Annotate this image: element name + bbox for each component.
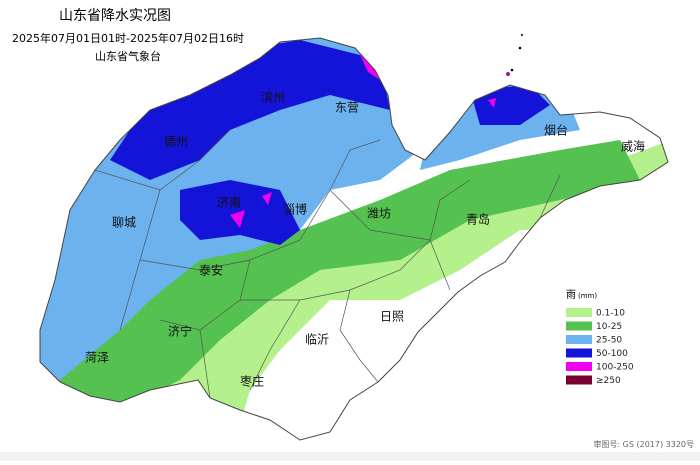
legend-swatch	[566, 321, 592, 331]
footer-bar	[0, 452, 700, 461]
zone	[360, 55, 380, 80]
zone	[40, 140, 640, 410]
city-label: 德州	[164, 134, 188, 149]
legend-swatch	[566, 375, 592, 385]
legend-label: 50-100	[596, 349, 628, 359]
city-labels: 德州 滨州 东营 烟台 威海 聊城 济南 淄博 潍坊 青岛 泰安 济宁 临沂 日…	[85, 90, 645, 389]
city-label: 淄博	[283, 202, 307, 217]
legend-label: ≥250	[596, 376, 621, 386]
legend: 雨 (mm) 0.1-10 10-25 25-50 50-100 100-250 ≥250	[566, 290, 634, 386]
city-label: 日照	[380, 310, 404, 324]
city-label: 泰安	[199, 263, 223, 278]
city-label: 威海	[621, 139, 645, 154]
legend-unit: (mm)	[578, 292, 597, 300]
legend-label: 25-50	[596, 336, 622, 346]
legend-label: 10-25	[596, 322, 622, 332]
title: 山东省降水实况图	[59, 8, 171, 24]
approval-number: 审图号: GS (2017) 3320号	[593, 439, 694, 449]
city-label: 济宁	[168, 324, 192, 339]
legend-swatch	[566, 308, 592, 317]
city-label: 烟台	[544, 123, 568, 138]
legend-label: 100-250	[596, 363, 634, 373]
subtitle: 2025年07月01日01时-2025年07月02日16时	[12, 31, 244, 45]
city-label: 东营	[335, 101, 359, 115]
legend-swatch	[566, 335, 592, 344]
legend-label: 0.1-10	[596, 309, 625, 319]
city-label: 滨州	[261, 90, 285, 105]
city-label: 青岛	[466, 212, 490, 227]
city-label: 枣庄	[240, 374, 264, 389]
city-label: 菏泽	[85, 351, 109, 365]
city-label: 临沂	[305, 333, 329, 347]
organization: 山东省气象台	[95, 49, 161, 63]
islands	[506, 34, 523, 76]
boundaries	[39, 37, 669, 441]
legend-swatch	[566, 362, 592, 371]
city-label: 济南	[217, 195, 241, 210]
legend-title: 雨	[566, 290, 576, 301]
city-label: 聊城	[112, 216, 136, 230]
city-label: 潍坊	[367, 206, 391, 221]
legend-swatch	[566, 348, 592, 358]
zone	[470, 85, 550, 125]
